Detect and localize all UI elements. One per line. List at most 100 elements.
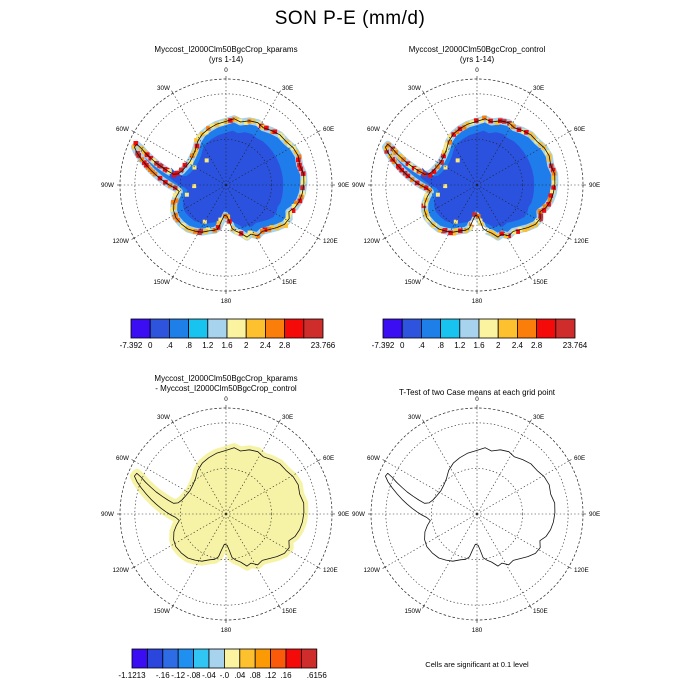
graticule-label: 0	[224, 67, 228, 74]
graticule-label: 120E	[574, 567, 589, 574]
colorbar-box	[270, 648, 287, 669]
graticule	[117, 405, 335, 623]
colorbar-label: 23.764	[563, 341, 588, 350]
colorbar-box	[264, 318, 285, 339]
colorbar-label: .6156	[307, 671, 328, 680]
colorbar-label: 2	[244, 341, 249, 350]
graticule-label: 60E	[574, 455, 585, 462]
white-patch	[470, 220, 478, 225]
graticule-label: 150E	[533, 608, 548, 615]
colorbar-box	[254, 648, 271, 669]
colorbar-label: .8	[185, 341, 192, 350]
colorbar-label: 2.4	[512, 341, 524, 350]
graticule-labels: 0 30E 60E 90E 120E 150E 180 150W 120W 90W 60W 30W	[101, 67, 349, 305]
colorbar-box	[497, 318, 518, 339]
coastline	[134, 447, 305, 567]
graticule-label: 90W	[352, 511, 365, 518]
graticule-label: 60E	[574, 126, 585, 133]
colorbar-label: .04	[234, 671, 246, 680]
colorbar-box	[131, 648, 148, 669]
ttest-significance-caption: Cells are significant at 0.1 level	[425, 660, 529, 669]
graticule-label: 0	[475, 396, 479, 403]
graticule-label: 60E	[323, 126, 334, 133]
panel-title-line2: (yrs 1-14)	[459, 54, 495, 64]
colorbar-box	[440, 318, 461, 339]
graticule-label: 120W	[364, 238, 381, 245]
colorbar-box	[146, 648, 164, 669]
graticule-label: 150E	[533, 279, 548, 286]
panel-title-kparams: Myccost_I2000Clm50BgcCrop_kparams (yrs 1…	[66, 45, 386, 64]
graticule-label: 120E	[574, 238, 589, 245]
colorbar-box	[208, 648, 225, 669]
graticule-labels: 0 30E 60E 90E 120E 150E 180 150W 120W 90W 60W 30W	[352, 396, 600, 634]
graticule-label: 120W	[113, 238, 130, 245]
colorbar-label: 1.2	[202, 341, 214, 350]
colorbar-label: -.0	[220, 671, 230, 680]
colorbar-box	[284, 318, 305, 339]
graticule-label: 30W	[157, 414, 170, 421]
graticule-label: 60W	[116, 126, 129, 133]
colorbar-label: -7.392	[372, 341, 395, 350]
coastline	[385, 118, 556, 238]
graticule-label: 120W	[364, 567, 381, 574]
colorbar-box	[226, 318, 247, 339]
graticule-label: 150E	[282, 279, 297, 286]
graticule-label: 0	[475, 67, 479, 74]
colorbar-label: .08	[250, 671, 262, 680]
white-patch	[223, 224, 232, 231]
colorbar-box	[223, 648, 241, 669]
colorbar-box	[517, 318, 538, 339]
colorbar-label: -.08	[187, 671, 201, 680]
colorbar-label: .16	[280, 671, 292, 680]
colorbar-label: 2.8	[279, 341, 291, 350]
graticule-label: 30E	[533, 414, 544, 421]
colorbar-box	[555, 318, 576, 339]
panel-title-control: Myccost_I2000Clm50BgcCrop_control (yrs 1…	[317, 45, 637, 64]
colorbar-label: -.16	[156, 671, 170, 680]
graticule-label: 180	[221, 627, 232, 634]
graticule-label: 60E	[323, 455, 334, 462]
graticule-label: 60W	[367, 126, 380, 133]
colorbar-box	[239, 648, 256, 669]
colorbar-box	[193, 648, 210, 669]
coastline	[134, 118, 305, 238]
panel-title-line1: Myccost_I2000Clm50BgcCrop_kparams	[154, 374, 298, 383]
colorbar-label: -1.1213	[118, 671, 146, 680]
colorbar-box	[478, 318, 499, 339]
graticule	[117, 76, 335, 294]
colorbar-label: 1.6	[473, 341, 485, 350]
colorbar-box	[459, 318, 480, 339]
graticule-label: 30W	[408, 85, 421, 92]
colorbar-label: 2.8	[531, 341, 543, 350]
colorbar-label: 0	[400, 341, 405, 350]
colorbar-label: -.04	[202, 671, 216, 680]
colorbar-label: 2	[496, 341, 501, 350]
figure-title: SON P-E (mm/d)	[274, 8, 426, 29]
map-control: 0 30E 60E 90E 120E 150E 180 150W 120W 90W 60W 30W	[352, 67, 600, 305]
graticule-label: 30E	[282, 414, 293, 421]
panel-title-line1: Myccost_I2000Clm50BgcCrop_control	[408, 45, 546, 54]
colorbar-box	[536, 318, 557, 339]
graticule-label: 90W	[101, 511, 114, 518]
graticule-label: 180	[221, 298, 232, 305]
graticule-label: 90E	[338, 511, 349, 518]
colorbar-box	[207, 318, 228, 339]
colorbar-box	[177, 648, 194, 669]
coastline	[385, 447, 556, 567]
graticule-label: 150W	[405, 279, 422, 286]
panel-title-line1: T-Test of two Case means at each grid po…	[398, 388, 556, 397]
colorbar-label: .4	[418, 341, 425, 350]
graticule-label: 150W	[154, 608, 171, 615]
colorbar-diff: -1.1213 -.16 -.12 -.08 -.04 -.0 .04 .08.12.16 .6…	[118, 648, 328, 680]
graticule-labels: 0 30E 60E 90E 120E 150E 180 150W 120W 90W 60W 30W	[101, 396, 349, 634]
colorbar-label: 23.766	[311, 341, 336, 350]
graticule-label: 90E	[589, 511, 600, 518]
colorbar-label: 1.2	[454, 341, 466, 350]
graticule-label: 120E	[323, 238, 338, 245]
map-diff: 0 30E 60E 90E 120E 150E 180 150W 120W 90W 60W 30W	[101, 396, 349, 634]
graticule-label: 0	[224, 396, 228, 403]
graticule-label: 30W	[408, 414, 421, 421]
colorbar-box	[162, 648, 179, 669]
colorbar-label: .12	[265, 671, 277, 680]
